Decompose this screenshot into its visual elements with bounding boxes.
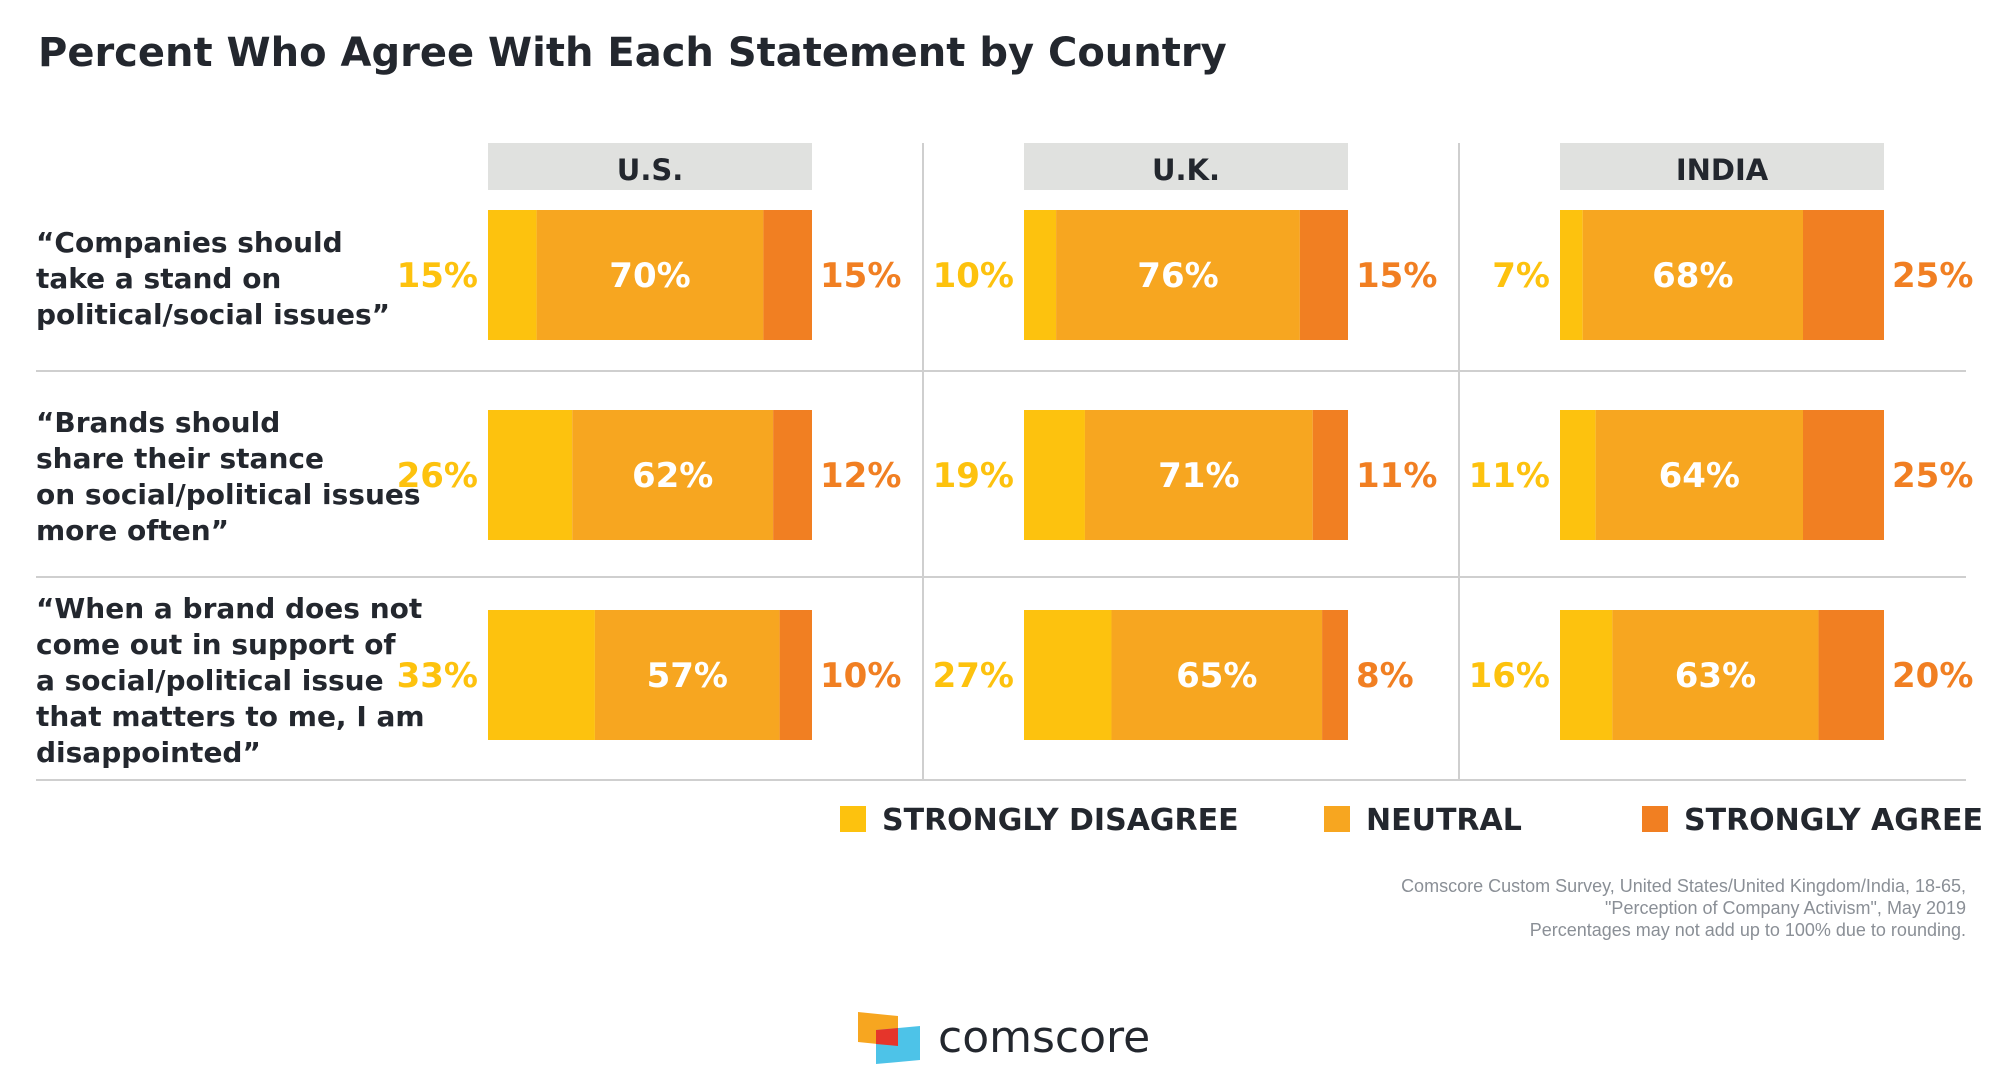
bar-segment: [572, 410, 774, 540]
bar-segment: [1582, 210, 1803, 340]
bar-segment: [1612, 610, 1819, 740]
legend-label: NEUTRAL: [1366, 803, 1522, 838]
value-label: 16%: [1469, 656, 1550, 696]
value-label: 19%: [933, 456, 1014, 496]
country-header-box: [1024, 143, 1348, 190]
value-label: 25%: [1892, 456, 1973, 496]
bar-segment: [488, 210, 537, 340]
bar-segment: [1595, 410, 1803, 540]
value-label: 62%: [632, 456, 713, 496]
statement-label-line: a social/political issue: [36, 664, 384, 697]
value-label: 15%: [820, 256, 901, 296]
bar-segment: [594, 610, 780, 740]
bar-segment: [1056, 210, 1300, 340]
statement-label-line: “Companies should: [36, 226, 343, 259]
grid-lines: [36, 143, 1966, 781]
legend-swatch: [1324, 806, 1350, 832]
value-label: 33%: [397, 656, 478, 696]
legend-label: STRONGLY AGREE: [1684, 803, 1983, 838]
statement-label-line: take a stand on: [36, 262, 281, 295]
value-label: 27%: [933, 656, 1014, 696]
value-label: 10%: [933, 256, 1014, 296]
legend-label: STRONGLY DISAGREE: [882, 803, 1239, 838]
bar-segment: [779, 610, 812, 740]
bar-segment: [1560, 610, 1613, 740]
bar-segment: [1312, 410, 1348, 540]
source-note-line: Percentages may not add up to 100% due t…: [1530, 920, 1966, 940]
country-header-label: U.S.: [617, 153, 683, 187]
legend: STRONGLY DISAGREE NEUTRAL STRONGLY AGREE: [840, 803, 1983, 838]
chart-title: Percent Who Agree With Each Statement by…: [38, 30, 1227, 76]
source-note-line: "Perception of Company Activism", May 20…: [1605, 898, 1966, 918]
value-label: 11%: [1469, 456, 1550, 496]
brand-wordmark: comscore: [938, 1012, 1150, 1063]
value-label: 70%: [609, 256, 690, 296]
bar-segment: [1803, 210, 1884, 340]
source-note: Comscore Custom Survey, United States/Un…: [1401, 876, 1966, 940]
value-label: 11%: [1356, 456, 1437, 496]
bar-segment: [1322, 610, 1348, 740]
value-label: 15%: [1356, 256, 1437, 296]
value-label: 8%: [1356, 656, 1414, 696]
source-note-line: Comscore Custom Survey, United States/Un…: [1401, 876, 1966, 896]
bar-segment: [1560, 410, 1596, 540]
value-label: 7%: [1492, 256, 1550, 296]
statement-label-line: political/social issues”: [36, 298, 390, 331]
value-label: 64%: [1659, 456, 1740, 496]
value-label: 65%: [1176, 656, 1257, 696]
bar-segment: [488, 410, 573, 540]
bar-segment: [1024, 210, 1057, 340]
value-label: 15%: [397, 256, 478, 296]
bar-segment: [773, 410, 812, 540]
bar-segment: [1803, 410, 1884, 540]
bar-segment: [1818, 610, 1884, 740]
country-header-label: INDIA: [1676, 153, 1769, 187]
statement-label-line: share their stance: [36, 442, 324, 475]
bar-segment: [763, 210, 812, 340]
statement-label-line: that matters to me, I am: [36, 700, 425, 733]
bar-segment: [1299, 210, 1348, 340]
statement-label-line: on social/political issues: [36, 478, 421, 511]
country-header-box: [1560, 143, 1884, 190]
value-label: 25%: [1892, 256, 1973, 296]
statement-label-line: “Brands should: [36, 406, 280, 439]
value-label: 10%: [820, 656, 901, 696]
statement-label-line: “When a brand does not: [36, 592, 422, 625]
bar-segment: [1024, 610, 1112, 740]
value-label: 63%: [1675, 656, 1756, 696]
legend-swatch: [840, 806, 866, 832]
legend-swatch: [1642, 806, 1668, 832]
value-label: 68%: [1652, 256, 1733, 296]
bar-segment: [1024, 410, 1085, 540]
country-headers: U.S. U.K. INDIA: [488, 143, 1884, 190]
stacked-bars: 15% 70% 15% 10% 76% 15% 7% 68% 25% 26% 62% 12% 19% 71…: [397, 210, 1973, 740]
logo-red-shape: [876, 1028, 898, 1046]
country-header-label: U.K.: [1152, 153, 1220, 187]
statement-label-line: disappointed”: [36, 736, 261, 769]
bar-segment: [1560, 210, 1583, 340]
bar-segment: [1111, 610, 1323, 740]
bar-segment: [488, 610, 595, 740]
value-label: 57%: [647, 656, 728, 696]
statement-label-line: more often”: [36, 514, 229, 547]
bar-segment: [536, 210, 764, 340]
value-label: 12%: [820, 456, 901, 496]
brand-logo: comscore: [858, 1012, 1150, 1064]
statement-label-line: come out in support of: [36, 628, 396, 661]
bar-segment: [1084, 410, 1313, 540]
value-label: 71%: [1158, 456, 1239, 496]
value-label: 20%: [1892, 656, 1973, 696]
country-header-box: [488, 143, 812, 190]
value-label: 26%: [397, 456, 478, 496]
value-label: 76%: [1137, 256, 1218, 296]
